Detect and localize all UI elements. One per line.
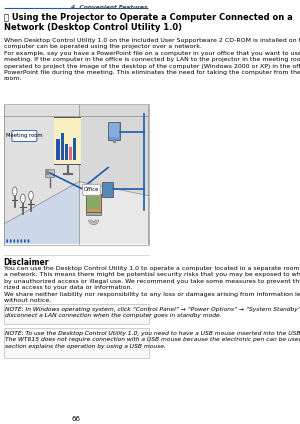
Circle shape bbox=[10, 239, 12, 243]
Circle shape bbox=[21, 194, 25, 203]
Circle shape bbox=[17, 239, 19, 243]
Bar bbox=[108, 122, 120, 140]
Bar bbox=[4, 104, 149, 245]
Bar bbox=[54, 118, 81, 164]
Bar bbox=[86, 194, 100, 212]
Bar bbox=[4, 304, 149, 324]
Text: NOTE: To use the Desktop Control Utility 1.0, you need to have a USB mouse inser: NOTE: To use the Desktop Control Utility… bbox=[5, 331, 300, 349]
Text: NOTE: In Windows operating system, click “Control Panel” → “Power Options” → “Sy: NOTE: In Windows operating system, click… bbox=[5, 307, 300, 318]
Bar bbox=[86, 212, 100, 215]
Text: 66: 66 bbox=[72, 416, 81, 422]
Text: 4. Convenient Features: 4. Convenient Features bbox=[71, 5, 148, 10]
Circle shape bbox=[24, 239, 26, 243]
Circle shape bbox=[13, 187, 17, 196]
Text: Meeting room: Meeting room bbox=[6, 134, 43, 139]
Circle shape bbox=[29, 191, 33, 200]
Bar bbox=[45, 169, 54, 177]
Text: ⓣ Using the Projector to Operate a Computer Connected on a
Network (Desktop Cont: ⓣ Using the Projector to Operate a Compu… bbox=[4, 13, 292, 32]
Text: Office: Office bbox=[84, 187, 99, 192]
Bar bbox=[109, 123, 119, 137]
Bar bbox=[102, 181, 112, 197]
Text: You can use the Desktop Control Utility 1.0 to operate a computer located in a s: You can use the Desktop Control Utility … bbox=[4, 266, 300, 303]
FancyBboxPatch shape bbox=[83, 184, 101, 195]
Bar bbox=[54, 117, 81, 165]
Bar bbox=[69, 147, 72, 160]
FancyBboxPatch shape bbox=[12, 131, 37, 142]
Circle shape bbox=[6, 239, 8, 243]
Bar bbox=[46, 170, 49, 175]
Bar bbox=[61, 133, 64, 160]
Circle shape bbox=[28, 239, 29, 243]
Text: Disclaimer: Disclaimer bbox=[4, 258, 49, 267]
Bar bbox=[73, 137, 76, 160]
Bar bbox=[87, 195, 100, 209]
Bar bbox=[4, 328, 149, 358]
Polygon shape bbox=[79, 181, 148, 244]
Bar bbox=[56, 139, 60, 160]
Bar bbox=[113, 140, 116, 143]
Polygon shape bbox=[4, 105, 79, 224]
Circle shape bbox=[20, 239, 22, 243]
Bar bbox=[64, 143, 68, 160]
Polygon shape bbox=[79, 105, 148, 195]
Circle shape bbox=[13, 239, 15, 243]
Text: When Desktop Control Utility 1.0 on the included User Supportware 2 CD-ROM is in: When Desktop Control Utility 1.0 on the … bbox=[4, 38, 300, 81]
Polygon shape bbox=[4, 181, 79, 244]
